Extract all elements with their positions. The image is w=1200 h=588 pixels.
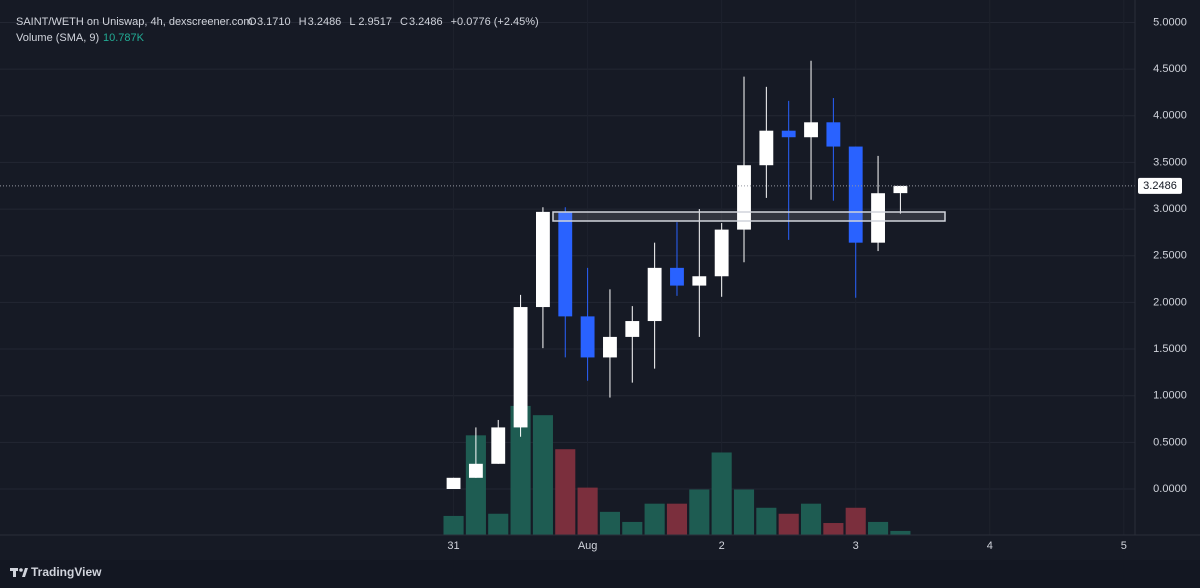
x-tick-label: 4	[987, 540, 993, 552]
x-tick-label: Aug	[578, 540, 598, 552]
candle-body	[558, 211, 573, 317]
legend-key: L	[349, 16, 355, 28]
candle-body	[647, 267, 662, 322]
volume-bar	[689, 489, 710, 535]
volume-bar	[532, 415, 553, 535]
y-tick-label: 3.5000	[1153, 156, 1187, 168]
brand: TradingView	[31, 565, 102, 579]
x-tick-label: 5	[1121, 540, 1127, 552]
legend-key: O	[248, 16, 257, 28]
volume-bar	[778, 513, 799, 535]
volume-bar	[443, 515, 464, 535]
legend-value: 2.9517	[358, 16, 392, 28]
candle-body	[871, 193, 885, 243]
candle-body	[603, 336, 617, 358]
candle-body	[804, 122, 818, 138]
last-price-box	[1138, 177, 1182, 194]
ohlc-legend: O 3.1710 H 3.2486 L 2.9517 C 3.2486 +0.0776 (+2.…	[248, 16, 539, 28]
volume-bar	[622, 521, 643, 535]
legend-value: 3.2486	[409, 16, 443, 28]
candle-body	[446, 477, 461, 489]
volume-bar	[800, 503, 822, 535]
footer	[0, 560, 1200, 588]
legend-value: 3.1710	[257, 16, 291, 28]
legend-value: 3.2486	[308, 16, 342, 28]
volume-bar	[711, 452, 732, 535]
volume-label: Volume (SMA, 9)	[16, 32, 99, 44]
volume-bar	[868, 521, 889, 535]
volume-sma: 10.787K	[103, 32, 145, 44]
volume-bar	[465, 435, 486, 535]
candle-body	[759, 130, 774, 166]
volume-pane	[443, 405, 911, 535]
y-tick-label: 2.5000	[1153, 250, 1187, 262]
legend-key: C	[400, 16, 408, 28]
x-tick-label: 31	[447, 540, 459, 552]
volume-bar	[756, 507, 777, 535]
candle-body	[714, 229, 729, 277]
candle-body	[737, 165, 751, 230]
candle-body	[848, 146, 863, 243]
candle-body	[468, 463, 483, 478]
candles	[0, 60, 1135, 489]
legend-change: +0.0776 (+2.45%)	[451, 16, 539, 28]
volume-bar	[666, 503, 688, 535]
candle-body	[491, 427, 506, 464]
volume-bar	[733, 489, 755, 535]
y-tick-label: 5.0000	[1153, 16, 1187, 28]
candle-body	[692, 276, 707, 286]
brand-logo	[10, 568, 28, 577]
candle-body	[535, 211, 550, 308]
candle-body	[580, 316, 595, 358]
volume-bar	[577, 487, 598, 535]
y-tick-label: 4.5000	[1153, 63, 1187, 75]
y-tick-label: 1.0000	[1153, 390, 1187, 402]
candle-body	[625, 321, 640, 337]
y-tick-label: 3.0000	[1153, 203, 1187, 215]
y-tick-label: 4.0000	[1153, 110, 1187, 122]
x-tick-label: 2	[719, 540, 725, 552]
y-tick-label: 2.0000	[1153, 296, 1187, 308]
axes: 0.0000 0.5000 1.0000 1.5000 2.0000 2.5000 3.00…	[447, 16, 1186, 552]
volume-bar	[599, 511, 621, 535]
y-tick-label: 0.5000	[1153, 436, 1187, 448]
candle-body	[893, 185, 908, 194]
drawn-zone	[552, 211, 946, 222]
volume-bar	[555, 449, 576, 535]
volume-bar	[644, 503, 665, 535]
x-tick-label: 3	[853, 540, 859, 552]
volume-bar	[488, 513, 509, 535]
volume-bar	[890, 530, 911, 535]
chart-title: SAINT/WETH on Uniswap, 4h, dexscreener.c…	[16, 16, 253, 28]
candle-body	[826, 122, 841, 147]
volume-bar	[823, 523, 844, 535]
candle-body	[781, 130, 796, 138]
last-price-label: 3.2486	[1143, 180, 1177, 192]
volume-bar	[510, 405, 531, 535]
volume-bar	[845, 507, 866, 535]
candle-body	[670, 267, 684, 286]
y-tick-label: 0.0000	[1153, 483, 1187, 495]
y-tick-label: 1.5000	[1153, 343, 1187, 355]
legend-key: H	[299, 16, 307, 28]
candle-body	[513, 307, 528, 428]
